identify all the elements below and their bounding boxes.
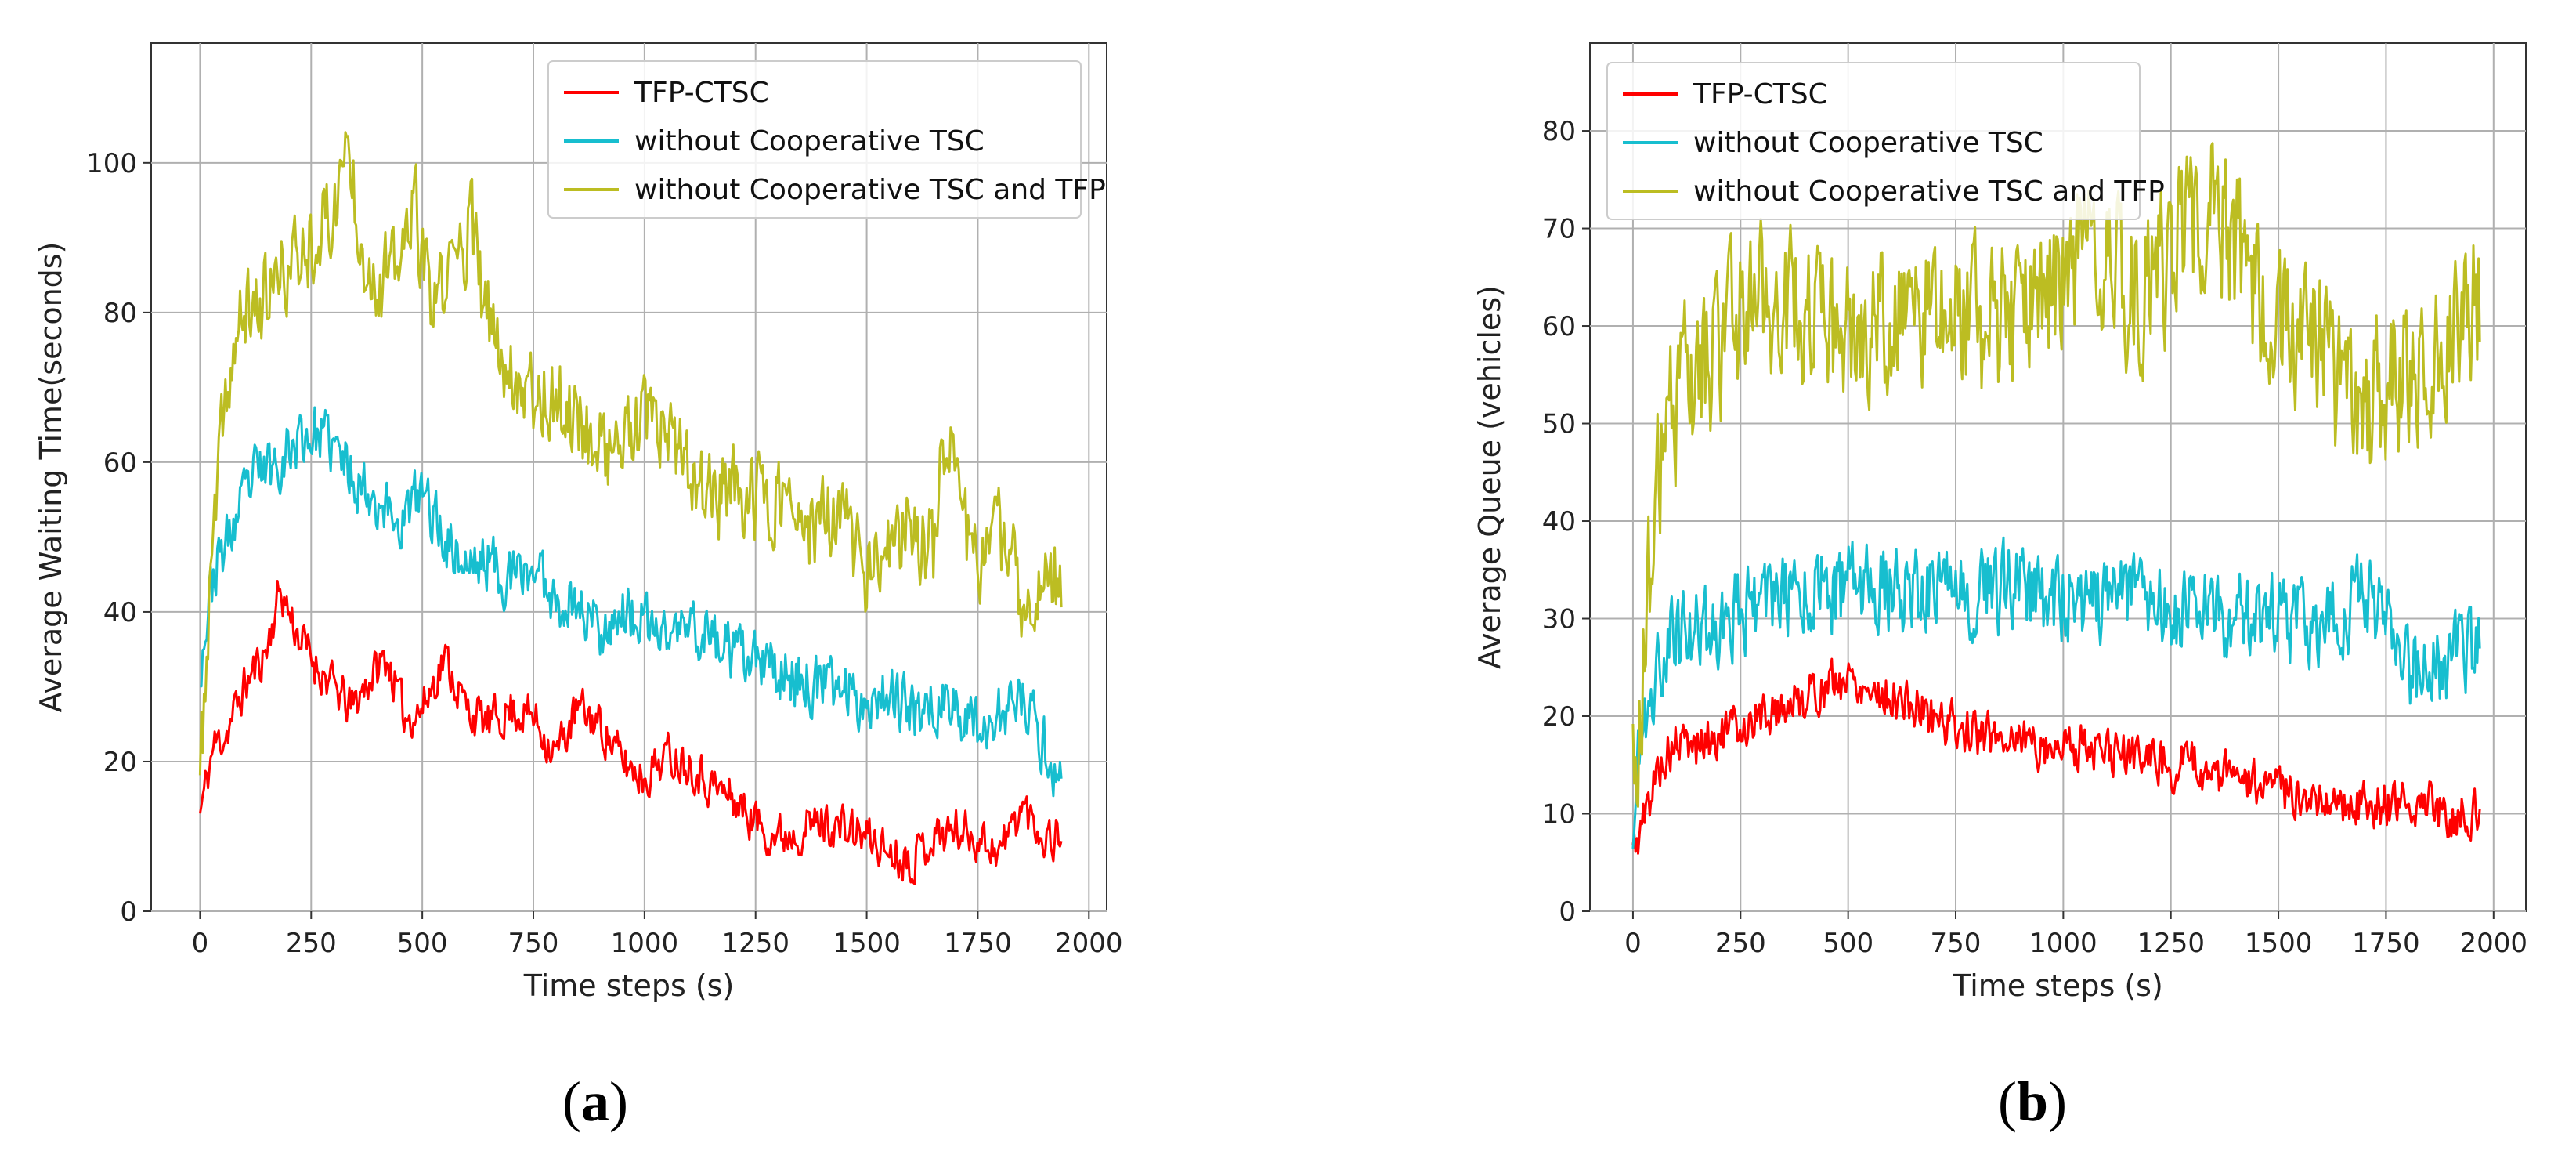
x-tick-label-b-6: 1500 <box>2245 928 2313 959</box>
x-tick-label-b-5: 1250 <box>2137 928 2205 959</box>
x-tick-label-a-5: 1250 <box>721 928 789 959</box>
series-line-b-2 <box>1631 142 2481 809</box>
legend-a: TFP-CTSC without Cooperative TSC without… <box>547 60 1106 219</box>
chart-panel-a: 0 250 500 750 1000 1250 1500 1750 2000 0 20 40 60 80 1… <box>34 42 1123 1133</box>
y-tick-label-b-1: 10 <box>1542 799 1576 831</box>
y-tick-label-b-0: 0 <box>1559 896 1576 928</box>
legend-label-a-2: without Cooperative TSC and TFP <box>634 174 1106 206</box>
x-tick-label-b-0: 0 <box>1624 928 1642 959</box>
series-layer-b <box>1631 142 2481 855</box>
ticks-b: 0 250 500 750 1000 1250 1500 1750 2000 0 10 20 30 40 5… <box>1542 116 2527 959</box>
y-tick-label-a-0: 0 <box>120 896 137 928</box>
legend-label-b-1: without Cooperative TSC <box>1693 127 2043 159</box>
y-tick-label-a-1: 20 <box>103 747 137 778</box>
y-tick-label-a-2: 40 <box>103 597 137 628</box>
panel-label-a: (a) <box>562 1070 628 1133</box>
y-tick-label-a-5: 100 <box>86 148 137 179</box>
panel-label-a-close: ) <box>609 1070 628 1133</box>
y-tick-label-b-8: 80 <box>1542 116 1576 147</box>
y-tick-label-b-6: 60 <box>1542 311 1576 342</box>
x-tick-label-a-8: 2000 <box>1055 928 1123 959</box>
grid-b <box>1590 43 2526 912</box>
legend-label-b-2: without Cooperative TSC and TFP <box>1693 176 2165 208</box>
x-tick-label-b-4: 1000 <box>2029 928 2097 959</box>
series-line-b-1 <box>1631 536 2481 849</box>
y-tick-label-b-4: 40 <box>1542 506 1576 537</box>
chart-panel-b: 0 250 500 750 1000 1250 1500 1750 2000 0 10 20 30 40 5… <box>1472 42 2527 1133</box>
x-tick-label-b-2: 500 <box>1823 928 1873 959</box>
series-line-a-1 <box>200 406 1063 798</box>
panel-label-b-open: ( <box>1998 1070 2017 1133</box>
y-tick-label-b-5: 50 <box>1542 409 1576 440</box>
y-tick-label-b-3: 30 <box>1542 604 1576 635</box>
series-line-b-0 <box>1631 657 2481 855</box>
y-axis-label-b: Average Queue (vehicles) <box>1472 285 1507 669</box>
x-axis-label-a: Time steps (s) <box>523 968 735 1003</box>
series-line-a-0 <box>198 580 1063 885</box>
series-layer-a <box>198 131 1063 885</box>
legend-label-b-0: TFP-CTSC <box>1693 78 1828 110</box>
x-tick-label-a-6: 1500 <box>833 928 901 959</box>
legend-label-a-1: without Cooperative TSC <box>634 125 985 157</box>
x-tick-label-b-7: 1750 <box>2352 928 2420 959</box>
legend-label-a-0: TFP-CTSC <box>634 77 769 109</box>
panel-label-b-letter: b <box>2017 1070 2048 1133</box>
x-tick-label-a-2: 500 <box>397 928 448 959</box>
y-tick-label-b-7: 70 <box>1542 214 1576 245</box>
x-tick-label-a-4: 1000 <box>611 928 679 959</box>
legend-box-a <box>547 60 1082 219</box>
x-tick-label-b-8: 2000 <box>2460 928 2528 959</box>
y-axis-label-a: Average Waiting Time(seconds) <box>34 242 68 713</box>
x-tick-label-b-3: 750 <box>1931 928 1982 959</box>
y-tick-label-a-4: 80 <box>103 298 137 329</box>
panel-label-b-close: ) <box>2048 1070 2067 1133</box>
y-tick-label-a-3: 60 <box>103 447 137 479</box>
x-tick-label-a-7: 1750 <box>944 928 1012 959</box>
x-axis-label-b: Time steps (s) <box>1952 968 2163 1003</box>
x-tick-label-a-1: 250 <box>286 928 337 959</box>
panel-label-a-open: ( <box>562 1070 581 1133</box>
x-tick-label-a-0: 0 <box>192 928 209 959</box>
y-tick-label-b-2: 20 <box>1542 701 1576 733</box>
ticks-a: 0 250 500 750 1000 1250 1500 1750 2000 0 20 40 60 80 1… <box>86 148 1122 959</box>
panel-label-a-letter: a <box>581 1070 609 1133</box>
x-tick-label-b-1: 250 <box>1715 928 1766 959</box>
x-tick-label-a-3: 750 <box>508 928 559 959</box>
series-line-a-2 <box>198 131 1063 776</box>
legend-box-b <box>1606 62 2141 220</box>
legend-b: TFP-CTSC without Cooperative TSC without… <box>1606 62 2165 220</box>
panel-label-b: (b) <box>1998 1070 2067 1133</box>
